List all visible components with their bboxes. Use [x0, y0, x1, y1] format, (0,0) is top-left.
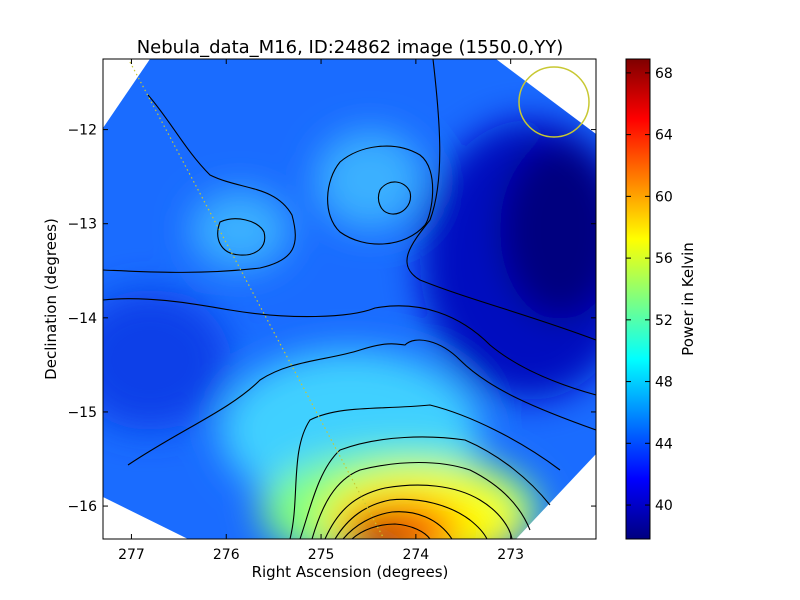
contour-line — [217, 218, 266, 256]
contour-line — [342, 511, 453, 539]
colorbar-ticks: 40 44 48 52 56 60 64 68 — [626, 66, 673, 514]
y-tick-label: −12 — [67, 123, 97, 139]
contour-line — [406, 59, 596, 341]
y-tick-label: −16 — [67, 499, 97, 515]
contour-line — [311, 462, 531, 539]
contour-line — [103, 94, 296, 273]
x-axis-label: Right Ascension (degrees) — [252, 563, 449, 581]
y-tick-label: −15 — [67, 405, 97, 421]
plot-frame — [102, 58, 597, 540]
x-tick-label: 273 — [497, 547, 524, 563]
contour-line — [103, 298, 596, 396]
x-axis: 277 276 275 274 273 — [118, 59, 524, 563]
x-tick-label: 277 — [118, 547, 145, 563]
colorbar-tick-label: 60 — [655, 189, 673, 205]
galactic-plane-line — [129, 61, 385, 540]
y-axis: −12 −13 −14 −15 −16 — [67, 123, 596, 515]
beam-circle — [518, 66, 590, 138]
contour-line — [327, 145, 434, 245]
colorbar-tick-label: 56 — [655, 251, 673, 267]
colorbar-tick-label: 52 — [655, 313, 673, 329]
colorbar-tick-label: 44 — [655, 436, 673, 452]
contour-line — [334, 498, 488, 539]
contour-line — [377, 181, 412, 215]
contour-line — [289, 404, 561, 539]
heatmap-image — [103, 59, 596, 539]
colorbar-tick-label: 40 — [655, 498, 673, 514]
y-tick-label: −13 — [67, 217, 97, 233]
contour-line — [127, 339, 596, 466]
x-tick-label: 276 — [213, 547, 240, 563]
colorbar — [625, 58, 651, 540]
x-tick-label: 274 — [402, 547, 429, 563]
contour-line — [324, 484, 513, 539]
contour-lines — [103, 59, 596, 539]
contour-line — [299, 436, 551, 539]
colorbar-tick-label: 48 — [655, 375, 673, 391]
colorbar-tick-label: 68 — [655, 66, 673, 82]
y-axis-label: Declination (degrees) — [42, 218, 60, 380]
x-tick-label: 275 — [308, 547, 335, 563]
colorbar-label: Power in Kelvin — [679, 242, 697, 356]
contour-line — [351, 523, 431, 539]
y-tick-label: −14 — [67, 311, 97, 327]
colorbar-tick-label: 64 — [655, 128, 673, 144]
chart-title: Nebula_data_M16, ID:24862 image (1550.0,… — [137, 37, 564, 58]
